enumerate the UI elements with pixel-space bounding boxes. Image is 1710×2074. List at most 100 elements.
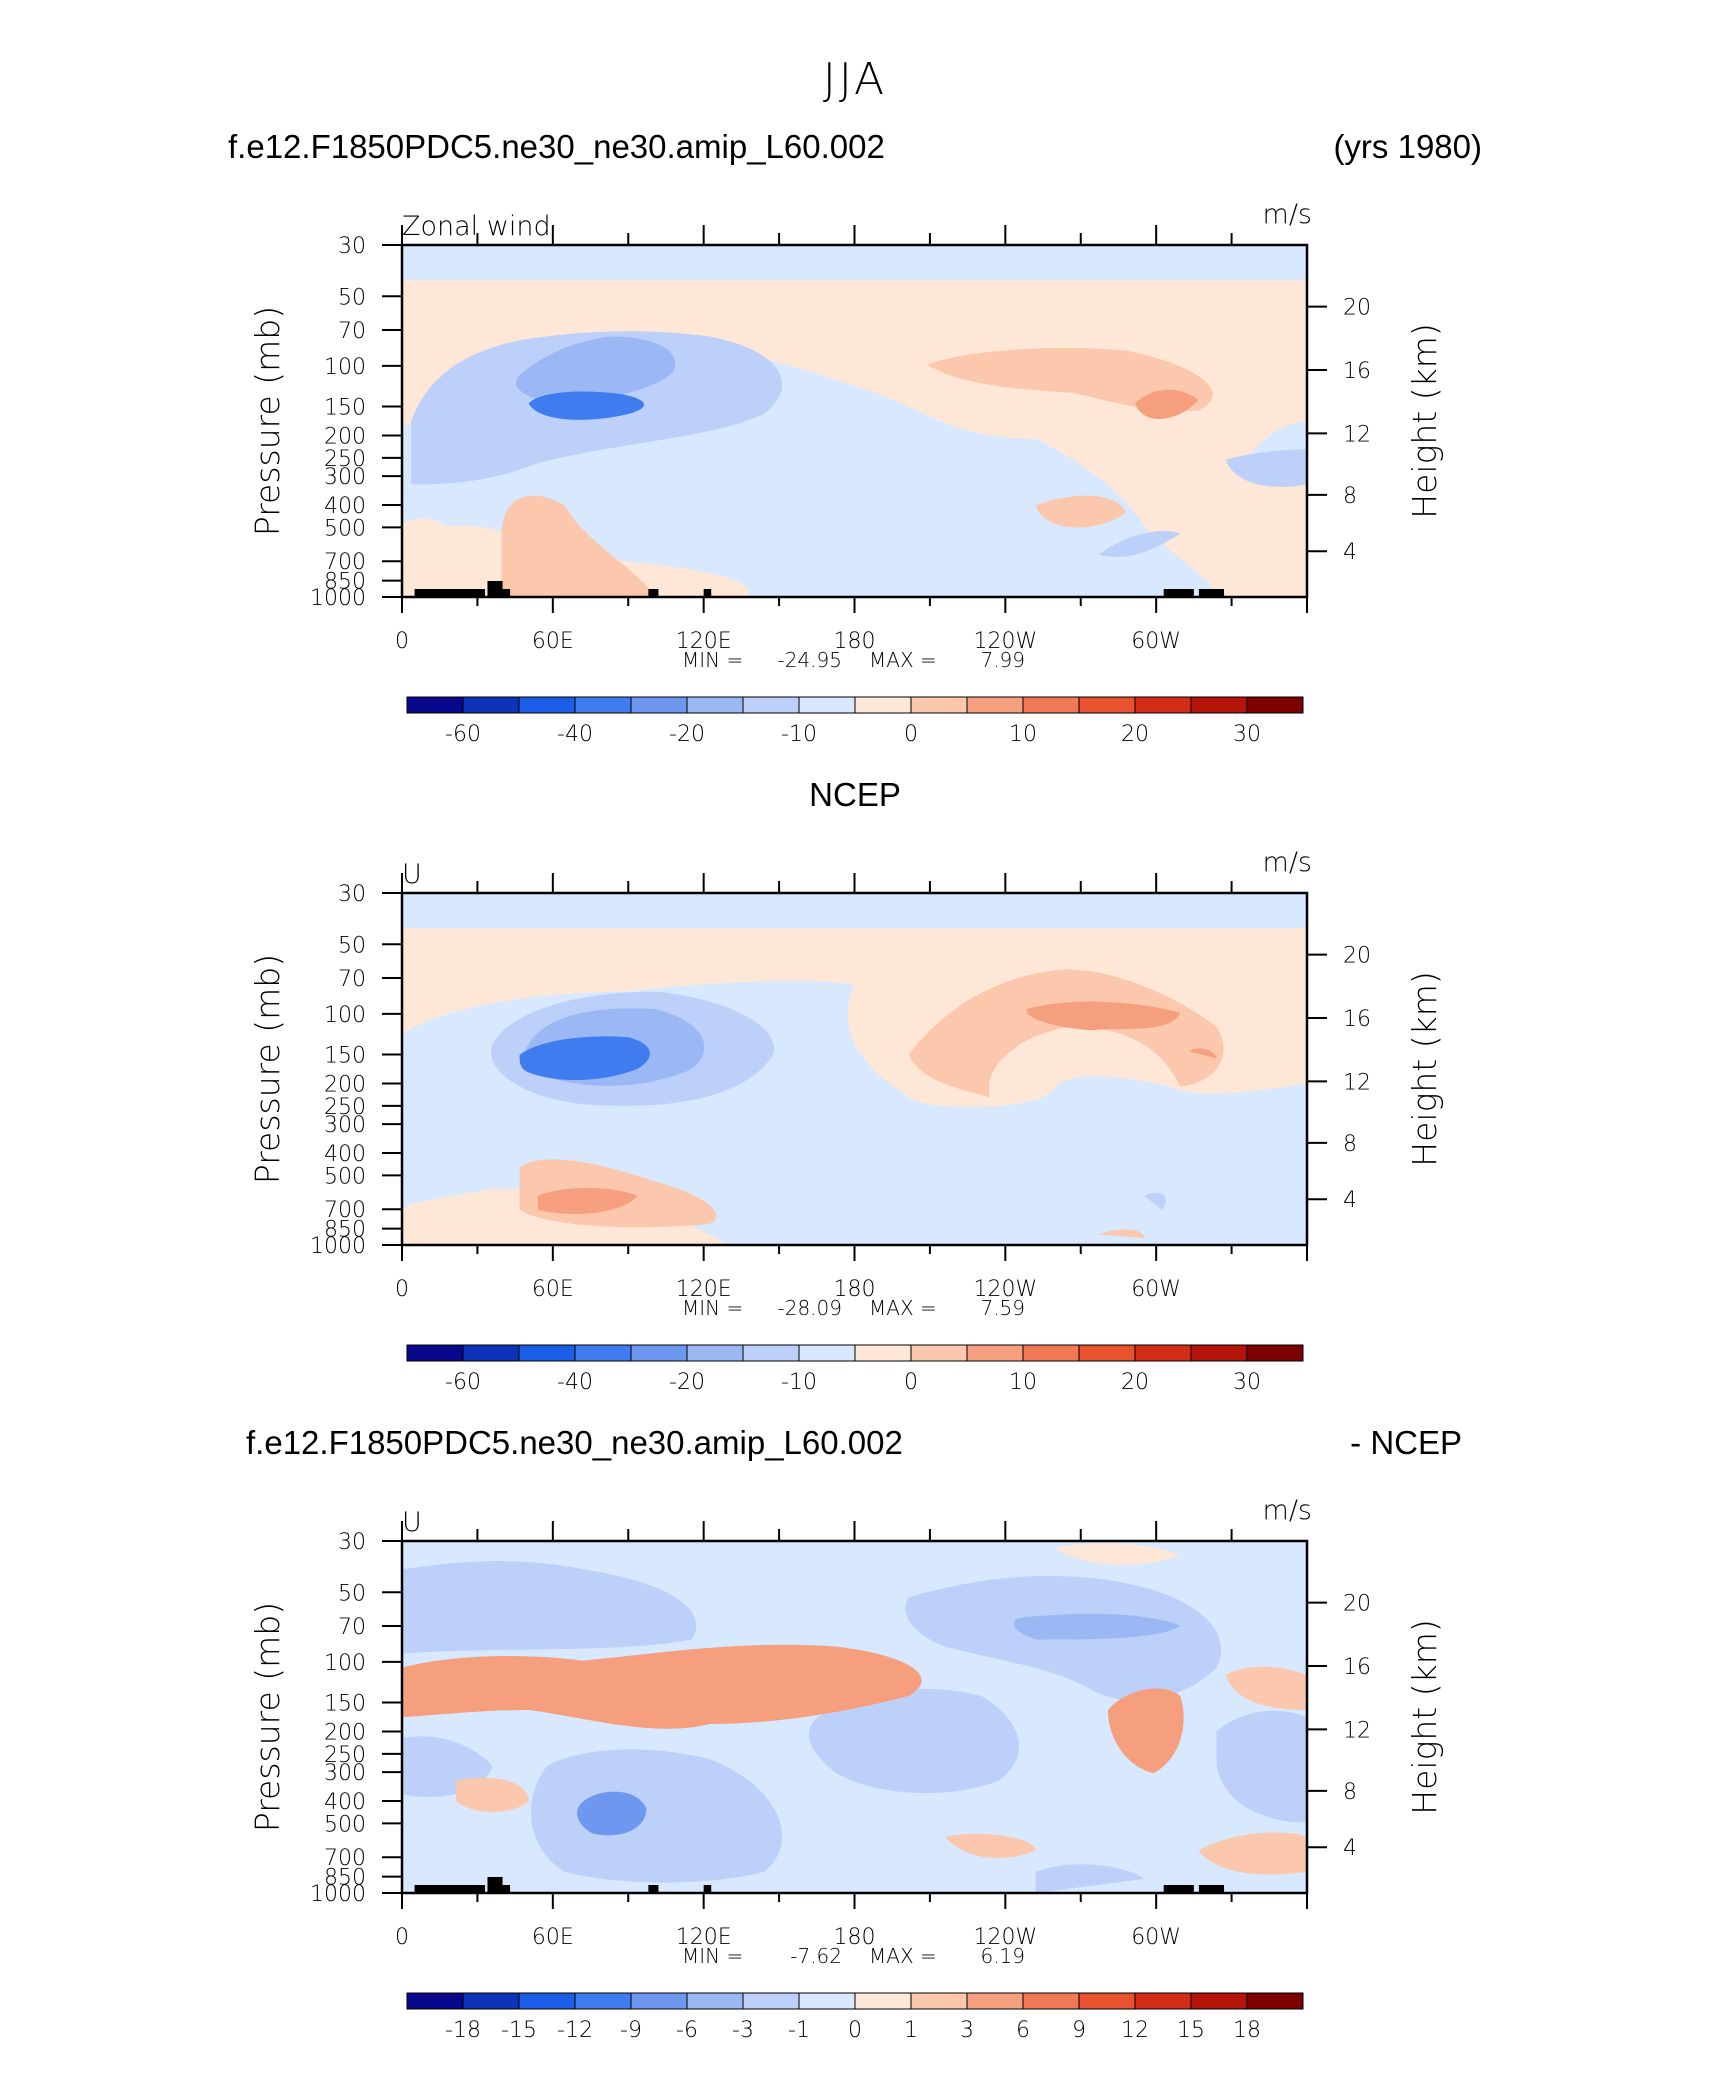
colorbar-swatch — [1022, 1344, 1080, 1362]
height-tick-label: 16 — [1343, 1007, 1371, 1032]
colorbar-label: 10 — [1009, 722, 1037, 747]
x-tick-label: 120W — [973, 1277, 1037, 1302]
terrain-mask — [487, 1877, 503, 1893]
colorbar-swatch — [630, 1992, 688, 2010]
contour-region — [908, 969, 1224, 1098]
y-tick-label: 400 — [324, 494, 366, 519]
colorbar-label: -20 — [669, 722, 705, 747]
colorbar-swatch — [406, 696, 464, 714]
contour-region — [1035, 495, 1126, 528]
colorbar-swatch — [462, 1992, 520, 2010]
contour-region — [528, 391, 645, 420]
colorbar-swatch — [574, 696, 632, 714]
x-tick-label: 180 — [834, 1277, 876, 1302]
y-tick-label: 100 — [324, 1651, 366, 1676]
colorbar-swatch — [406, 1992, 464, 2010]
y-tick-label: 70 — [338, 967, 366, 992]
height-tick-label: 12 — [1343, 1718, 1371, 1743]
contour-region — [808, 1688, 1020, 1794]
colorbar-label: -1 — [788, 2018, 810, 2043]
contour-region — [501, 495, 656, 597]
y-tick-label: 150 — [324, 396, 366, 421]
y-tick-label: 400 — [324, 1790, 366, 1815]
units-label: m/s — [1263, 847, 1312, 878]
colorbar-label: -10 — [781, 722, 817, 747]
colorbar-swatch — [1190, 1344, 1248, 1362]
height-tick-label: 16 — [1343, 359, 1371, 384]
colorbar-swatch — [1078, 1344, 1136, 1362]
height-tick-label: 12 — [1343, 1070, 1371, 1095]
y-tick-label: 250 — [324, 1743, 366, 1768]
contour-region — [519, 1036, 650, 1081]
y-axis-title-right: Height (km) — [1405, 1619, 1444, 1814]
colorbar-swatch — [798, 1344, 856, 1362]
colorbar-swatch — [1022, 1992, 1080, 2010]
height-tick-label: 8 — [1343, 1132, 1357, 1157]
x-tick-label: 60E — [532, 1277, 574, 1302]
terrain-mask — [1198, 589, 1225, 597]
colorbar-label: 30 — [1233, 722, 1261, 747]
y-tick-label: 1000 — [310, 586, 366, 611]
y-tick-label: 300 — [324, 1113, 366, 1138]
panel-title-right: - NCEP — [1350, 1424, 1462, 1461]
colorbar-swatch — [630, 1344, 688, 1362]
contour-region — [1144, 1192, 1166, 1210]
x-tick-label: 120E — [676, 1925, 732, 1950]
colorbar-swatch — [686, 696, 744, 714]
y-axis-title-right: Height (km) — [1405, 323, 1444, 518]
y-tick-label: 700 — [324, 1846, 366, 1871]
colorbar-swatch — [1134, 1992, 1192, 2010]
y-tick-label: 700 — [324, 1198, 366, 1223]
colorbar-label: -20 — [669, 1370, 705, 1395]
contour-region — [1098, 1229, 1145, 1238]
x-tick-label: 120E — [676, 629, 732, 654]
x-tick-label: 0 — [395, 1277, 409, 1302]
panel-title-right: (yrs 1980) — [1333, 128, 1482, 165]
max-value: 7.99 — [980, 648, 1025, 672]
y-tick-label: 850 — [324, 1866, 366, 1891]
colorbar-label: 0 — [904, 1370, 918, 1395]
y-tick-label: 30 — [338, 234, 366, 259]
colorbar-swatch — [910, 1344, 968, 1362]
colorbar-swatch — [462, 696, 520, 714]
colorbar-label: -12 — [557, 2018, 593, 2043]
terrain-mask — [648, 589, 659, 597]
y-tick-label: 250 — [324, 447, 366, 472]
x-tick-label: 180 — [834, 629, 876, 654]
min-label: MIN = — [682, 648, 743, 672]
colorbar-label: 6 — [1016, 2018, 1030, 2043]
min-value: -28.09 — [778, 1296, 842, 1320]
y-tick-label: 200 — [324, 1072, 366, 1097]
colorbar-swatch — [1134, 696, 1192, 714]
colorbar-swatch — [1078, 1992, 1136, 2010]
height-tick-label: 16 — [1343, 1655, 1371, 1680]
height-tick-label: 4 — [1343, 540, 1357, 565]
colorbar-swatch — [966, 1344, 1024, 1362]
max-label: MAX = — [869, 1944, 937, 1968]
colorbar-swatch — [1246, 1992, 1304, 2010]
x-tick-label: 120W — [973, 629, 1037, 654]
colorbar-swatch — [966, 1992, 1024, 2010]
y-tick-label: 850 — [324, 570, 366, 595]
colorbar-swatch — [1246, 1344, 1304, 1362]
terrain-mask — [703, 589, 712, 597]
variable-label: U — [402, 859, 422, 890]
contour-region — [1107, 1688, 1184, 1774]
terrain-mask — [1198, 1885, 1225, 1893]
panel-1: f.e12.F1850PDC5.ne30_ne30.amip_L60.002 (y… — [228, 128, 1482, 747]
panel-title-center: NCEP — [809, 776, 901, 813]
y-tick-label: 500 — [324, 1812, 366, 1837]
y-tick-label: 700 — [324, 550, 366, 575]
y-tick-label: 70 — [338, 1615, 366, 1640]
colorbar-label: 18 — [1233, 2018, 1261, 2043]
x-tick-label: 0 — [395, 1925, 409, 1950]
colorbar-label: 20 — [1121, 722, 1149, 747]
min-value: -7.62 — [790, 1944, 842, 1968]
y-tick-label: 850 — [324, 1218, 366, 1243]
colorbar-label: 0 — [848, 2018, 862, 2043]
colorbar-swatch — [854, 1344, 912, 1362]
max-label: MAX = — [869, 1296, 937, 1320]
colorbar-label: 9 — [1072, 2018, 1086, 2043]
x-tick-label: 0 — [395, 629, 409, 654]
